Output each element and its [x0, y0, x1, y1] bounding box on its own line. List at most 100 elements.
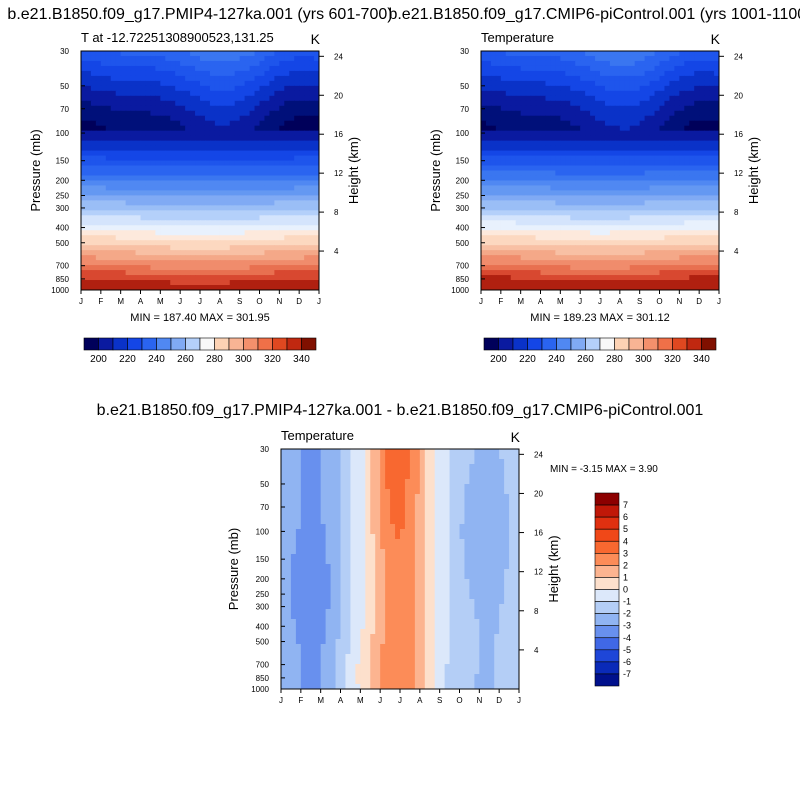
contour-cell — [110, 270, 117, 276]
contour-cell — [140, 280, 147, 286]
contour-cell — [95, 245, 102, 251]
contour-cell — [214, 270, 221, 276]
contour-cell — [565, 95, 571, 102]
contour-cell — [135, 145, 142, 152]
contour-cell — [140, 265, 147, 271]
contour-cell — [145, 65, 152, 72]
contour-cell — [490, 260, 497, 266]
contour-cell — [565, 240, 571, 246]
contour-cell — [619, 180, 626, 187]
contour-cell — [309, 205, 315, 211]
contour-cell — [704, 240, 710, 246]
contour-cell — [709, 205, 715, 211]
contour-cell — [304, 170, 310, 177]
contour-cell — [259, 150, 266, 157]
contour-cell — [481, 95, 487, 102]
contour-cell — [674, 170, 680, 177]
contour-cell — [580, 170, 586, 177]
contour-cell — [490, 220, 497, 226]
contour-cell — [85, 110, 92, 117]
contour-cell — [269, 270, 275, 276]
contour-cell — [714, 150, 719, 157]
contour-cell — [140, 105, 147, 112]
contour-cell — [135, 55, 142, 62]
contour-cell — [664, 230, 671, 236]
contour-cell — [629, 210, 636, 216]
contour-cell — [100, 80, 107, 87]
contour-cell — [209, 160, 216, 167]
contour-cell — [219, 175, 226, 182]
contour-cell — [619, 245, 626, 251]
contour-cell — [520, 55, 527, 62]
contour-cell — [309, 265, 315, 271]
contour-cell — [299, 115, 305, 122]
contour-cell — [249, 285, 256, 290]
contour-cell — [560, 160, 566, 167]
contour-cell — [481, 60, 487, 67]
contour-cell — [639, 100, 646, 107]
contour-cell — [224, 200, 231, 206]
contour-cell — [649, 115, 656, 122]
contour-cell — [170, 170, 176, 177]
contour-cell — [500, 225, 507, 231]
contour-cell — [224, 135, 231, 142]
contour-cell — [254, 185, 261, 192]
contour-cell — [714, 280, 719, 286]
contour-cell — [704, 105, 710, 112]
contour-cell — [219, 140, 226, 147]
contour-cell — [160, 260, 166, 266]
contour-cell — [614, 195, 621, 201]
contour-cell — [515, 200, 522, 206]
contour-cell — [105, 215, 112, 221]
contour-cell — [85, 60, 92, 67]
contour-cell — [150, 55, 156, 62]
contour-cell — [309, 245, 315, 251]
contour-cell — [540, 245, 547, 251]
contour-cell — [714, 220, 719, 226]
contour-cell — [175, 255, 181, 261]
contour-cell — [654, 175, 661, 182]
contour-cell — [674, 225, 680, 231]
contour-cell — [289, 185, 295, 192]
contour-cell — [85, 190, 92, 196]
contour-cell — [284, 75, 290, 82]
contour-cell — [214, 200, 221, 206]
contour-cell — [535, 155, 542, 162]
contour-cell — [185, 110, 191, 117]
contour-cell — [145, 60, 152, 67]
contour-cell — [520, 125, 527, 132]
contour-cell — [294, 235, 300, 241]
contour-cell — [565, 115, 571, 122]
contour-cell — [580, 235, 586, 241]
contour-cell — [281, 464, 287, 470]
contour-cell — [244, 95, 251, 102]
contour-cell — [284, 190, 290, 196]
contour-cell — [170, 165, 176, 172]
contour-cell — [634, 155, 641, 162]
contour-cell — [229, 245, 236, 251]
contour-cell — [155, 110, 161, 117]
contour-cell — [274, 55, 280, 62]
contour-cell — [85, 125, 92, 132]
contour-cell — [600, 80, 606, 87]
contour-cell — [125, 260, 132, 266]
contour-cell — [299, 70, 305, 77]
y-tick-label: 70 — [60, 105, 69, 114]
contour-cell — [634, 160, 641, 167]
contour-cell — [214, 100, 221, 107]
contour-cell — [659, 205, 666, 211]
contour-cell — [85, 85, 92, 92]
contour-cell — [110, 235, 117, 241]
contour-cell — [500, 200, 507, 206]
contour-cell — [170, 210, 176, 216]
contour-cell — [704, 85, 710, 92]
contour-cell — [714, 60, 719, 67]
contour-cell — [249, 180, 256, 187]
contour-cell — [234, 55, 241, 62]
x-tick-label: D — [296, 297, 302, 306]
contour-cell — [664, 55, 671, 62]
y-tick-label: 500 — [456, 239, 470, 248]
contour-cell — [684, 175, 690, 182]
contour-cell — [481, 125, 487, 132]
y2-axis-label: Height (km) — [346, 137, 361, 204]
